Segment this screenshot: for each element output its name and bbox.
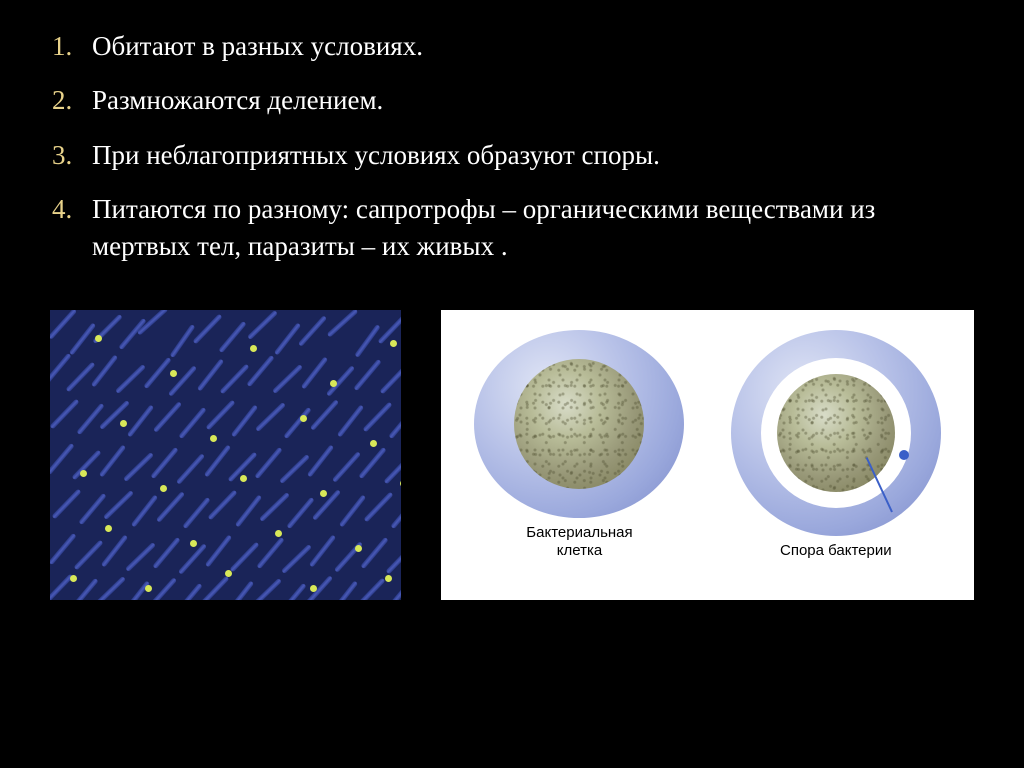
bacteria-microscopy-image: [50, 310, 401, 600]
list-text: Обитают в разных условиях.: [92, 28, 974, 64]
list-item: 3. При неблагоприятных условиях образуют…: [50, 137, 974, 173]
spore-cell: [777, 374, 895, 492]
list-number: 3.: [50, 137, 92, 173]
list-number: 1.: [50, 28, 92, 64]
pointer-dot: [899, 450, 909, 460]
bullet-list: 1. Обитают в разных условиях. 2. Размнож…: [50, 28, 974, 282]
slide-container: 1. Обитают в разных условиях. 2. Размнож…: [0, 0, 1024, 768]
caption-spore: Спора бактерии: [780, 542, 892, 560]
list-text: При неблагоприятных условиях образуют сп…: [92, 137, 974, 173]
list-item: 2. Размножаются делением.: [50, 82, 974, 118]
list-number: 4.: [50, 191, 92, 227]
list-text: Размножаются делением.: [92, 82, 974, 118]
list-item: 1. Обитают в разных условиях.: [50, 28, 974, 64]
cell-diagram-image: Бактериальная клетка Спора бактерии: [441, 310, 974, 600]
spore-dish: Спора бактерии: [721, 330, 951, 560]
list-text: Питаются по разному: сапротрофы – органи…: [92, 191, 974, 264]
images-row: Бактериальная клетка Спора бактерии: [50, 310, 974, 600]
bacterial-cell-dish: Бактериальная клетка: [464, 330, 694, 560]
bacterial-cell: [514, 359, 644, 489]
dish-outer: [731, 330, 941, 536]
dish-outer: [474, 330, 684, 518]
list-item: 4. Питаются по разному: сапротрофы – орг…: [50, 191, 974, 264]
caption-bacterial-cell: Бактериальная клетка: [526, 524, 632, 560]
list-number: 2.: [50, 82, 92, 118]
spore-ring: [761, 358, 911, 508]
